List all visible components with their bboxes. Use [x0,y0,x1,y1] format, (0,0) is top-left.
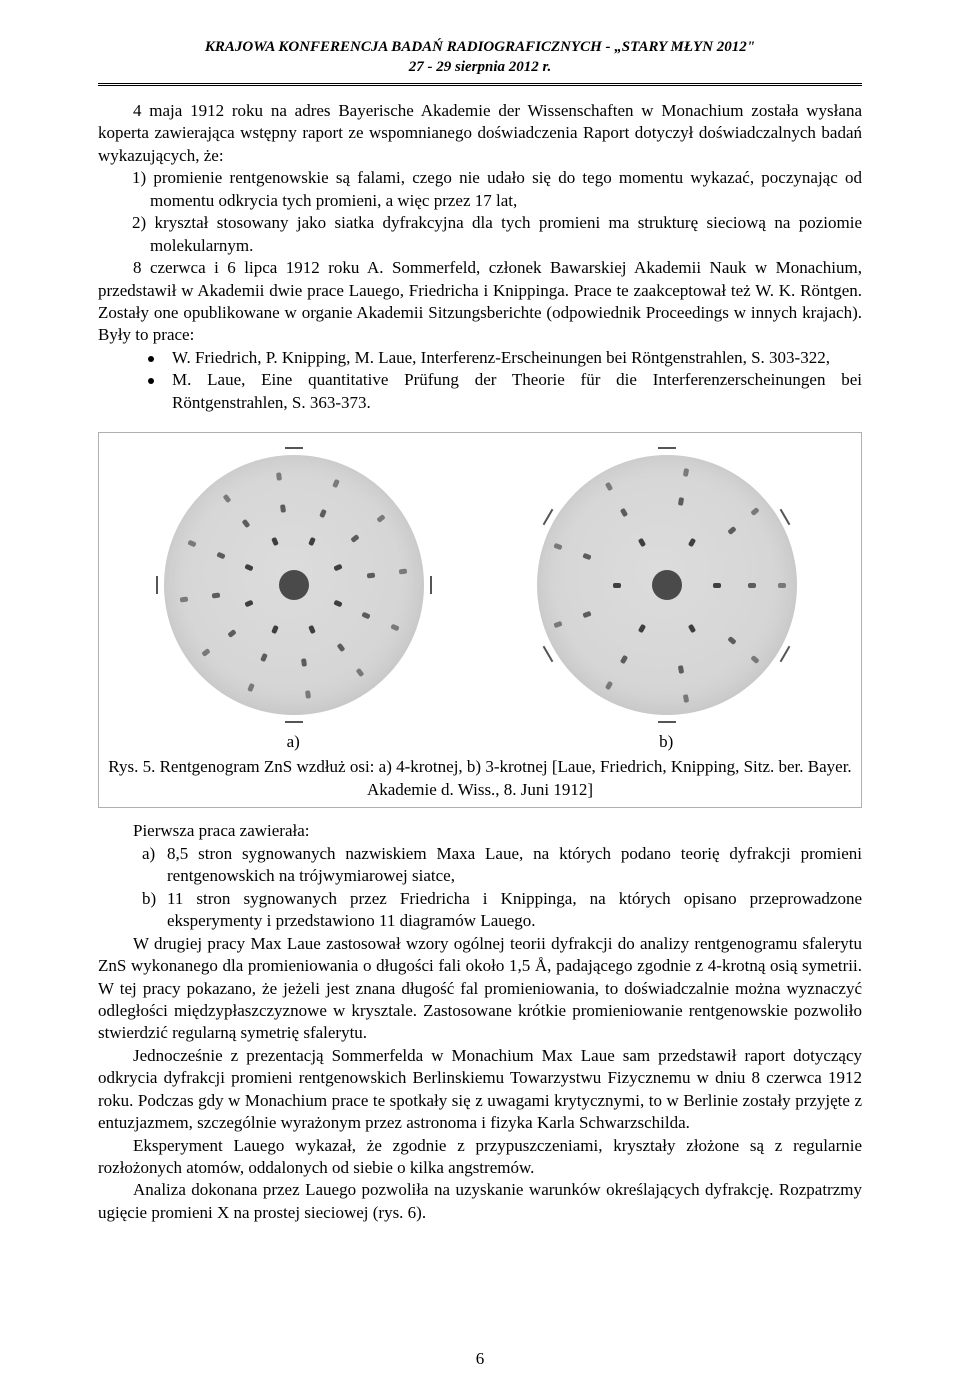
lettered-item-b: b) 11 stron sygnowanych przez Friedricha… [98,888,862,933]
fiducial-tick [285,721,303,723]
header-line2: 27 - 29 sierpnia 2012 r. [98,58,862,78]
header-rule [98,83,862,86]
paragraph-experiment: Eksperyment Lauego wykazał, że zgodnie z… [98,1135,862,1180]
paragraph-sommerfeld: 8 czerwca i 6 lipca 1912 roku A. Sommerf… [98,257,862,347]
bullet-text-1: W. Friedrich, P. Knipping, M. Laue, Inte… [172,347,862,369]
diffraction-spot [301,659,307,668]
diffraction-spot [778,583,786,588]
conference-header: KRAJOWA KONFERENCJA BADAŃ RADIOGRAFICZNY… [98,38,862,77]
paragraph-intro: 4 maja 1912 roku na adres Bayerische Aka… [98,100,862,167]
figure-sub-labels: a) b) [107,731,853,753]
bullet-icon [148,356,154,362]
diffraction-spot [398,568,407,574]
marker-b: b) [142,888,167,933]
marker-a: a) [142,843,167,888]
page-number: 6 [0,1349,960,1369]
figure-row [107,445,853,725]
disk-b-center-spot [652,570,682,600]
paragraph-analysis: Analiza dokonana przez Lauego pozwoliła … [98,1179,862,1224]
lettered-item-a: a) 8,5 stron sygnowanych nazwiskiem Maxa… [98,843,862,888]
disk-a-center-spot [279,570,309,600]
fiducial-tick [156,576,158,594]
bullet-item-2: M. Laue, Eine quantitative Prüfung der T… [98,369,862,414]
diffraction-spot [748,583,756,588]
numbered-item-2: 2) kryształ stosowany jako siatka dyfrak… [98,212,862,257]
diffraction-spot [613,583,621,588]
fiducial-tick [658,447,676,449]
paragraph-secondwork: W drugiej pracy Max Laue zastosował wzor… [98,933,862,1045]
fiducial-tick [430,576,432,594]
numbered-item-1: 1) promienie rentgenowskie są falami, cz… [98,167,862,212]
fiducial-tick [542,645,553,662]
fiducial-tick [285,447,303,449]
header-line1: KRAJOWA KONFERENCJA BADAŃ RADIOGRAFICZNY… [98,38,862,58]
diffraction-spot [305,690,311,699]
fiducial-tick [658,721,676,723]
lettered-text-a: 8,5 stron sygnowanych nazwiskiem Maxa La… [167,843,862,888]
diffraction-spot [367,572,376,578]
bullet-text-2: M. Laue, Eine quantitative Prüfung der T… [172,369,862,414]
bullet-icon [148,378,154,384]
diffraction-spot [713,583,721,588]
page-body: 4 maja 1912 roku na adres Bayerische Aka… [98,100,862,1224]
paragraph-berlin: Jednocześnie z prezentacją Sommerfelda w… [98,1045,862,1135]
figure-caption: Rys. 5. Rentgenogram ZnS wzdłuż osi: a) … [107,756,853,802]
lettered-text-b: 11 stron sygnowanych przez Friedricha i … [167,888,862,933]
paragraph-firstwork-lead: Pierwsza praca zawierała: [98,820,862,842]
bullet-item-1: W. Friedrich, P. Knipping, M. Laue, Inte… [98,347,862,369]
diffraction-pattern-b [527,445,807,725]
diffraction-spot [276,472,282,481]
figure-5-container: a) b) Rys. 5. Rentgenogram ZnS wzdłuż os… [98,432,862,808]
figure-label-b: b) [659,731,673,753]
fiducial-tick [780,645,791,662]
diffraction-pattern-a [154,445,434,725]
figure-label-a: a) [287,731,300,753]
